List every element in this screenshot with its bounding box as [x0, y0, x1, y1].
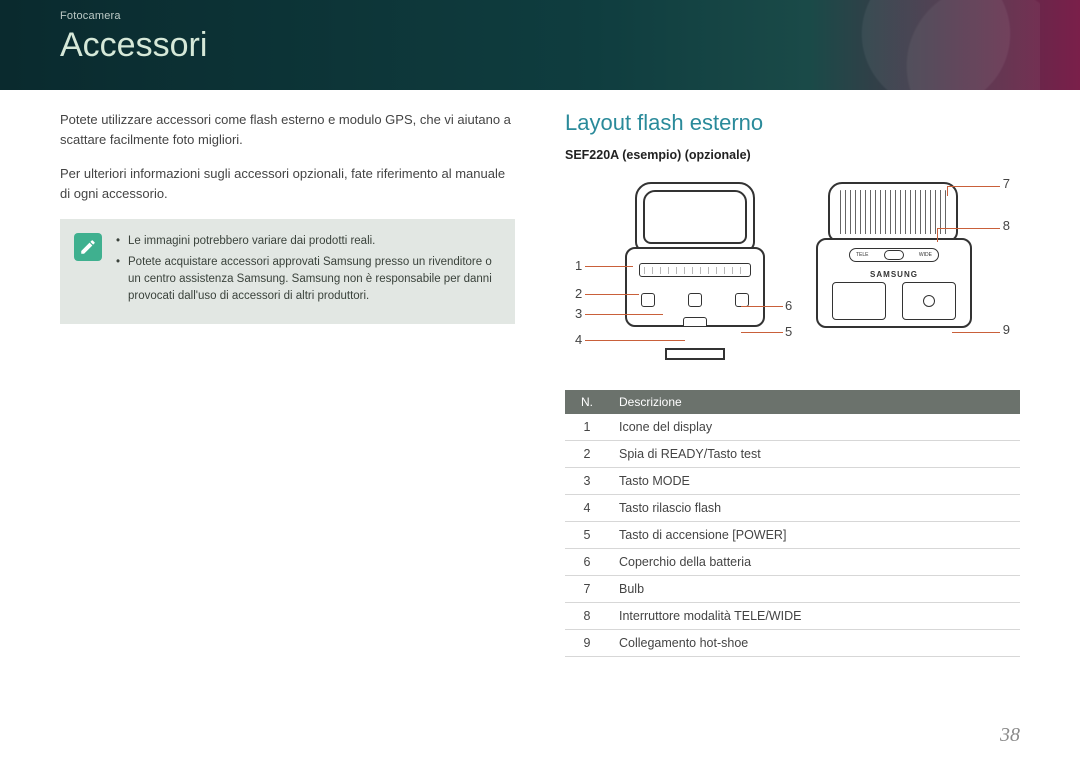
intro-para-1: Potete utilizzare accessori come flash e… [60, 110, 515, 150]
table-cell-n: 4 [565, 495, 609, 522]
table-row: 8Interruttore modalità TELE/WIDE [565, 603, 1020, 630]
flash-diagram: TELE WIDE SAMSUNG 1 2 3 4 5 [565, 172, 1020, 372]
note-bullet: Potete acquistare accessori approvati Sa… [116, 254, 499, 306]
callout-4: 4 [575, 332, 582, 347]
table-cell-n: 7 [565, 576, 609, 603]
brand-label: SAMSUNG [818, 270, 970, 279]
note-bullet: Le immagini potrebbero variare dai prodo… [116, 233, 499, 250]
table-row: 1Icone del display [565, 414, 1020, 441]
description-table: N. Descrizione 1Icone del display2Spia d… [565, 390, 1020, 657]
page-number: 38 [1000, 724, 1020, 747]
model-label: SEF220A (esempio) (opzionale) [565, 148, 1020, 162]
page-title: Accessori [60, 26, 1080, 65]
table-row: 4Tasto rilascio flash [565, 495, 1020, 522]
flash-front-view [615, 182, 775, 352]
table-row: 9Collegamento hot-shoe [565, 630, 1020, 657]
table-cell-desc: Tasto di accensione [POWER] [609, 522, 1020, 549]
table-head-desc: Descrizione [609, 390, 1020, 414]
callout-1: 1 [575, 258, 582, 273]
table-cell-desc: Collegamento hot-shoe [609, 630, 1020, 657]
left-column: Potete utilizzare accessori come flash e… [60, 110, 515, 725]
page-header: Fotocamera Accessori [0, 0, 1080, 90]
callout-2: 2 [575, 286, 582, 301]
table-cell-desc: Interruttore modalità TELE/WIDE [609, 603, 1020, 630]
callout-7: 7 [1003, 176, 1010, 191]
content: Potete utilizzare accessori come flash e… [60, 110, 1020, 725]
table-cell-desc: Bulb [609, 576, 1020, 603]
table-cell-n: 6 [565, 549, 609, 576]
table-row: 2Spia di READY/Tasto test [565, 441, 1020, 468]
table-row: 6Coperchio della batteria [565, 549, 1020, 576]
section-subhead: Layout flash esterno [565, 110, 1020, 136]
table-cell-n: 9 [565, 630, 609, 657]
callout-6: 6 [785, 298, 792, 313]
intro-para-2: Per ulteriori informazioni sugli accesso… [60, 164, 515, 204]
table-cell-n: 3 [565, 468, 609, 495]
table-cell-desc: Icone del display [609, 414, 1020, 441]
breadcrumb: Fotocamera [60, 10, 1080, 22]
table-row: 3Tasto MODE [565, 468, 1020, 495]
table-cell-n: 2 [565, 441, 609, 468]
table-head-n: N. [565, 390, 609, 414]
callout-5: 5 [785, 324, 792, 339]
table-cell-n: 8 [565, 603, 609, 630]
table-cell-desc: Coperchio della batteria [609, 549, 1020, 576]
flash-rear-view: TELE WIDE SAMSUNG [810, 182, 980, 352]
wide-label: WIDE [919, 252, 932, 258]
tele-label: TELE [856, 252, 869, 258]
table-row: 5Tasto di accensione [POWER] [565, 522, 1020, 549]
table-cell-desc: Tasto rilascio flash [609, 495, 1020, 522]
callout-8: 8 [1003, 218, 1010, 233]
callout-9: 9 [1003, 322, 1010, 337]
table-cell-desc: Spia di READY/Tasto test [609, 441, 1020, 468]
pencil-icon [74, 233, 102, 261]
table-cell-n: 5 [565, 522, 609, 549]
note-box: Le immagini potrebbero variare dai prodo… [60, 219, 515, 324]
table-cell-desc: Tasto MODE [609, 468, 1020, 495]
right-column: Layout flash esterno SEF220A (esempio) (… [565, 110, 1020, 725]
table-cell-n: 1 [565, 414, 609, 441]
callout-3: 3 [575, 306, 582, 321]
table-row: 7Bulb [565, 576, 1020, 603]
